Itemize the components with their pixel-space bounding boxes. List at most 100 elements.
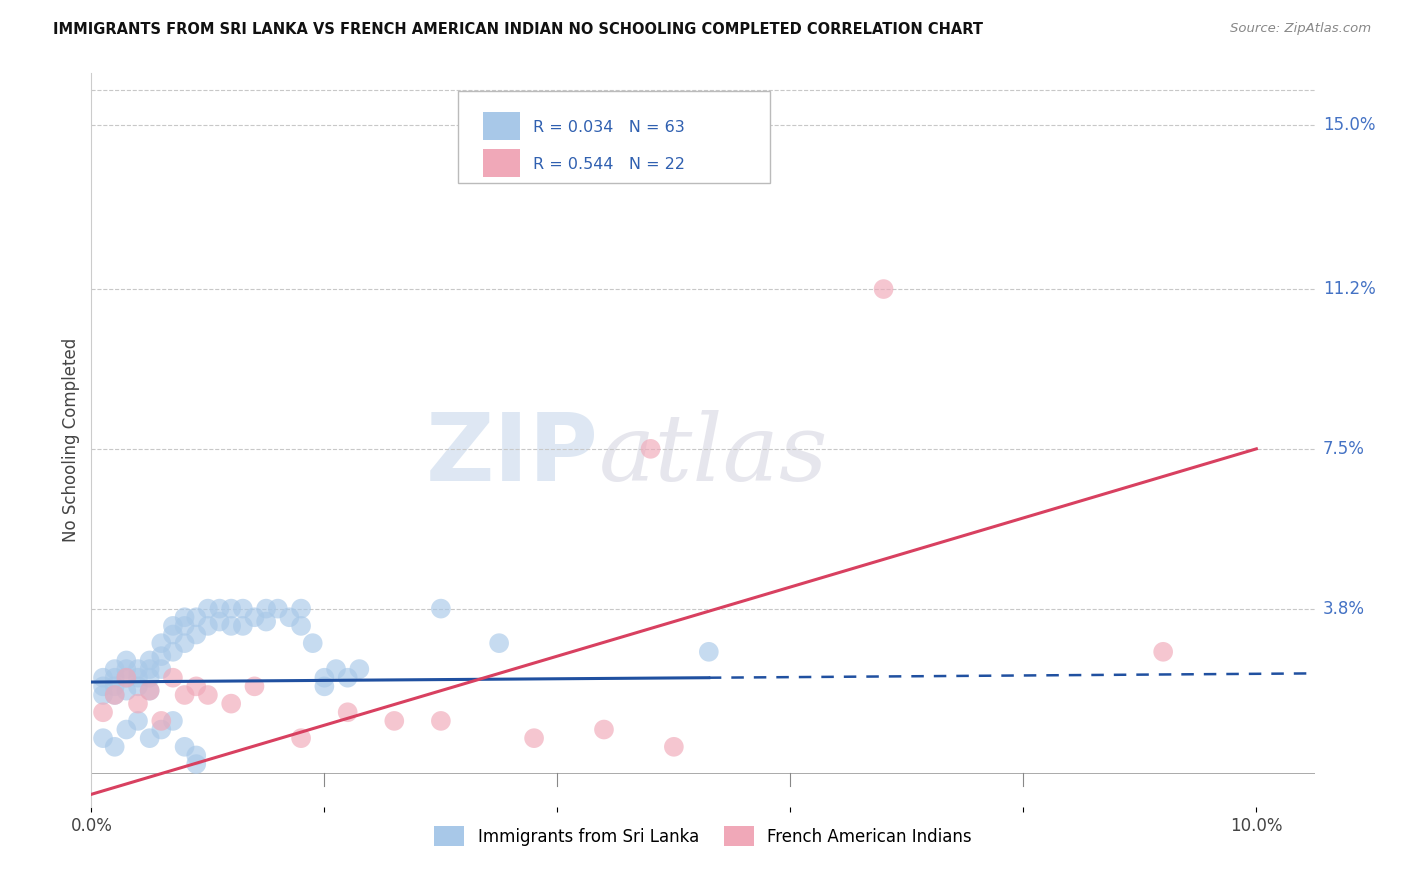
- Point: [197, 601, 219, 615]
- Point: [91, 671, 114, 685]
- Point: [104, 688, 127, 702]
- Point: [186, 610, 208, 624]
- Point: [243, 679, 266, 693]
- Point: [219, 601, 242, 615]
- Point: [430, 714, 453, 728]
- Point: [91, 705, 114, 719]
- Point: [219, 697, 242, 711]
- Point: [91, 731, 114, 746]
- Point: [314, 671, 336, 685]
- Point: [208, 601, 231, 615]
- Point: [197, 619, 219, 633]
- Point: [91, 688, 114, 702]
- Point: [662, 739, 685, 754]
- Point: [150, 714, 173, 728]
- Point: [115, 653, 138, 667]
- Point: [115, 671, 138, 685]
- Point: [232, 619, 254, 633]
- Text: atlas: atlas: [599, 410, 828, 500]
- Point: [115, 671, 138, 685]
- Point: [115, 723, 138, 737]
- Point: [1152, 645, 1174, 659]
- Point: [104, 662, 127, 676]
- Point: [150, 636, 173, 650]
- Point: [162, 714, 184, 728]
- Point: [162, 645, 184, 659]
- Point: [104, 671, 127, 685]
- Point: [593, 723, 616, 737]
- Text: IMMIGRANTS FROM SRI LANKA VS FRENCH AMERICAN INDIAN NO SCHOOLING COMPLETED CORRE: IMMIGRANTS FROM SRI LANKA VS FRENCH AMER…: [53, 22, 983, 37]
- Point: [349, 662, 371, 676]
- Point: [488, 636, 510, 650]
- Point: [138, 671, 160, 685]
- Point: [208, 615, 231, 629]
- Point: [290, 619, 312, 633]
- Point: [138, 683, 160, 698]
- Point: [336, 705, 359, 719]
- Point: [162, 671, 184, 685]
- FancyBboxPatch shape: [482, 149, 520, 177]
- Point: [697, 645, 720, 659]
- Point: [127, 679, 149, 693]
- Point: [127, 671, 149, 685]
- Point: [104, 679, 127, 693]
- Point: [138, 662, 160, 676]
- Point: [267, 601, 290, 615]
- Point: [115, 683, 138, 698]
- Text: 11.2%: 11.2%: [1323, 280, 1375, 298]
- Point: [278, 610, 301, 624]
- Point: [127, 662, 149, 676]
- Point: [640, 442, 662, 456]
- Point: [173, 636, 195, 650]
- Point: [173, 610, 195, 624]
- Point: [115, 662, 138, 676]
- Text: 15.0%: 15.0%: [1323, 116, 1375, 134]
- Point: [127, 714, 149, 728]
- Point: [219, 619, 242, 633]
- Point: [186, 748, 208, 763]
- Point: [232, 601, 254, 615]
- Point: [254, 615, 277, 629]
- Point: [127, 697, 149, 711]
- FancyBboxPatch shape: [482, 112, 520, 140]
- Point: [162, 619, 184, 633]
- Point: [325, 662, 347, 676]
- Point: [314, 679, 336, 693]
- Point: [254, 601, 277, 615]
- Point: [150, 649, 173, 664]
- Point: [186, 757, 208, 772]
- Point: [138, 683, 160, 698]
- Point: [138, 731, 160, 746]
- Point: [290, 601, 312, 615]
- Point: [104, 688, 127, 702]
- FancyBboxPatch shape: [458, 92, 770, 183]
- Point: [382, 714, 405, 728]
- Legend: Immigrants from Sri Lanka, French American Indians: Immigrants from Sri Lanka, French Americ…: [426, 818, 980, 854]
- Point: [150, 662, 173, 676]
- Point: [138, 653, 160, 667]
- Y-axis label: No Schooling Completed: No Schooling Completed: [62, 338, 80, 542]
- Point: [150, 723, 173, 737]
- Point: [173, 688, 195, 702]
- Text: R = 0.544   N = 22: R = 0.544 N = 22: [533, 157, 685, 172]
- Point: [173, 739, 195, 754]
- Text: 7.5%: 7.5%: [1323, 440, 1365, 458]
- Text: R = 0.034   N = 63: R = 0.034 N = 63: [533, 120, 685, 135]
- Point: [243, 610, 266, 624]
- Text: 3.8%: 3.8%: [1323, 599, 1365, 617]
- Point: [186, 627, 208, 641]
- Point: [430, 601, 453, 615]
- Text: Source: ZipAtlas.com: Source: ZipAtlas.com: [1230, 22, 1371, 36]
- Point: [173, 619, 195, 633]
- Point: [336, 671, 359, 685]
- Point: [186, 679, 208, 693]
- Point: [290, 731, 312, 746]
- Point: [872, 282, 894, 296]
- Text: ZIP: ZIP: [426, 409, 599, 501]
- Point: [104, 739, 127, 754]
- Point: [197, 688, 219, 702]
- Point: [162, 627, 184, 641]
- Point: [91, 679, 114, 693]
- Point: [301, 636, 323, 650]
- Point: [523, 731, 546, 746]
